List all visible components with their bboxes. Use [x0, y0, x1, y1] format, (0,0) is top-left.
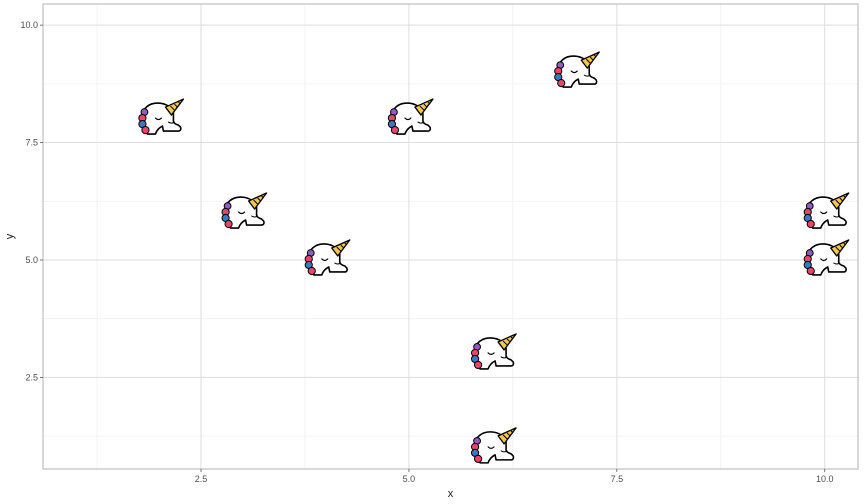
y-tick-label: 5.0 [25, 255, 38, 265]
y-tick-label: 2.5 [25, 372, 38, 382]
unicorn-icon [553, 51, 601, 88]
plot-panel-border [42, 3, 859, 470]
y-tick-label: 10.0 [20, 20, 38, 30]
y-tick-label: 7.5 [25, 138, 38, 148]
unicorn-icon [803, 239, 850, 276]
grid [43, 4, 858, 469]
x-tick-label: 10.0 [816, 474, 834, 484]
x-tick-label: 5.0 [403, 474, 416, 484]
unicorn-icon [221, 192, 268, 229]
unicorn-icon [304, 239, 351, 276]
x-tick-label: 2.5 [195, 474, 208, 484]
y-axis-title: y [4, 233, 16, 239]
axis-ticks: 2.5 5.0 7.5 10.0 2.5 5.0 7.5 10.0 [20, 20, 833, 484]
x-axis-title: x [448, 488, 454, 500]
unicorn-icon [470, 427, 517, 464]
x-tick-label: 7.5 [611, 474, 624, 484]
unicorn-icon [138, 98, 185, 135]
data-points [138, 51, 850, 464]
unicorn-icon [470, 333, 517, 370]
unicorn-icon [803, 192, 850, 229]
unicorn-icon [387, 98, 434, 135]
